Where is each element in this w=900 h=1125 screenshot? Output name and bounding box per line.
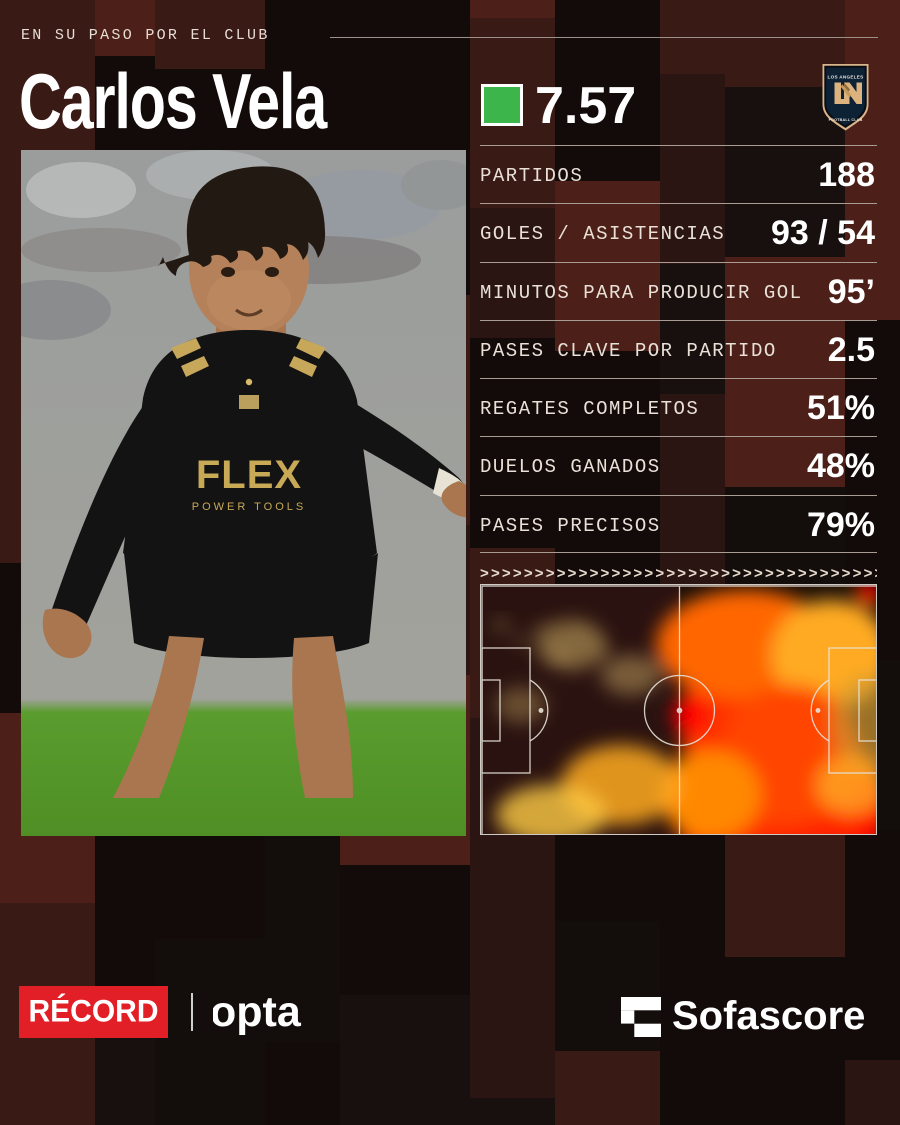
svg-text:FLEX: FLEX [196,453,302,497]
svg-text:POWER TOOLS: POWER TOOLS [192,501,307,513]
svg-text:Sofascore: Sofascore [672,995,865,1038]
svg-text:FOOTBALL CLUB: FOOTBALL CLUB [829,118,863,122]
svg-text:LOS ANGELES: LOS ANGELES [827,74,863,79]
svg-text:opta: opta [213,995,302,1035]
